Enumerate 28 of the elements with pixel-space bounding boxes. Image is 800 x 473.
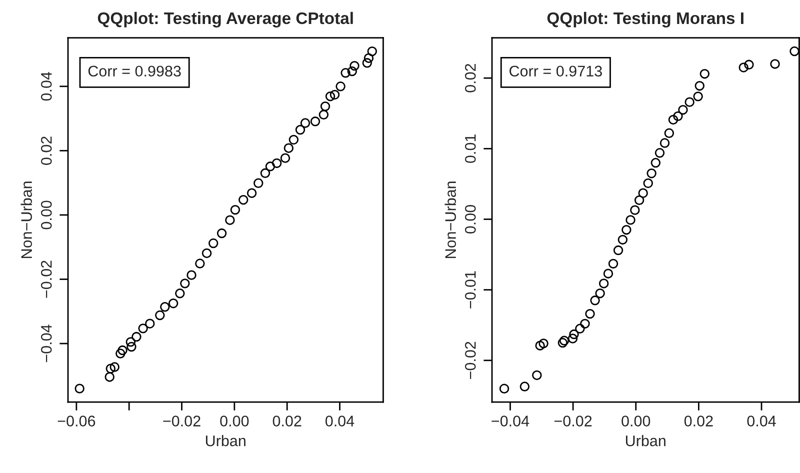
x-tick-label: 0.04	[747, 416, 776, 426]
x-tick-label: −0.06	[58, 416, 96, 426]
annotation: Corr = 0.9713	[510, 66, 602, 77]
x-tick-label: −0.04	[492, 416, 530, 426]
x-tick-label: 0.00	[622, 416, 650, 426]
y-tick-label: 0.02	[40, 136, 52, 165]
x-tick-label: −0.02	[163, 416, 200, 426]
y-tick-label: 0.00	[40, 200, 52, 230]
y-tick-label: −0.01	[464, 271, 476, 308]
x-tick-label: 0.04	[325, 416, 354, 426]
y-tick-label: 0.00	[464, 204, 476, 234]
y-tick-label: 0.01	[464, 134, 476, 163]
y-tick-label: 0.02	[464, 64, 476, 92]
y-tick-label: 0.04	[40, 72, 52, 101]
y-axis-title: Non−Urban	[20, 182, 32, 258]
x-tick-label: 0.00	[220, 416, 249, 426]
y-tick-label: −0.02	[40, 260, 52, 298]
y-axis-title: Non−Urban	[444, 182, 456, 258]
chart-title: QQplot: Testing Average CPtotal	[98, 12, 353, 28]
x-tick-label: 0.02	[272, 416, 302, 426]
chart-title: QQplot: Testing Morans I	[547, 12, 744, 28]
y-tick-label: −0.02	[464, 342, 476, 379]
x-tick-label: 0.02	[684, 416, 713, 426]
x-tick-label: −0.02	[554, 416, 592, 426]
x-axis-title: Urban	[206, 435, 246, 446]
x-axis-title: Urban	[626, 435, 666, 446]
y-tick-label: −0.04	[40, 324, 52, 362]
annotation: Corr = 0.9983	[88, 66, 181, 77]
